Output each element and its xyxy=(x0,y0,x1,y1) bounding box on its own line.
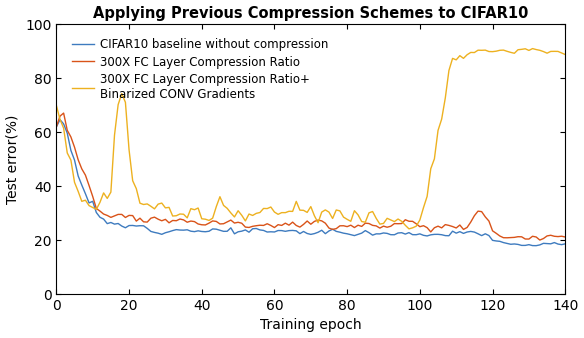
300X FC Layer Compression Ratio+
Binarized CONV Gradients xyxy=(57,117,64,121)
300X FC Layer Compression Ratio+
Binarized CONV Gradients xyxy=(489,50,496,54)
CIFAR10 baseline without compression xyxy=(53,125,60,129)
300X FC Layer Compression Ratio xyxy=(500,236,507,240)
CIFAR10 baseline without compression xyxy=(562,242,569,246)
300X FC Layer Compression Ratio+
Binarized CONV Gradients xyxy=(562,52,569,56)
CIFAR10 baseline without compression xyxy=(224,229,231,233)
Line: 300X FC Layer Compression Ratio: 300X FC Layer Compression Ratio xyxy=(56,113,565,240)
X-axis label: Training epoch: Training epoch xyxy=(260,318,361,333)
300X FC Layer Compression Ratio xyxy=(224,220,231,224)
CIFAR10 baseline without compression xyxy=(500,241,507,245)
Line: CIFAR10 baseline without compression: CIFAR10 baseline without compression xyxy=(56,120,565,246)
CIFAR10 baseline without compression xyxy=(86,201,93,205)
300X FC Layer Compression Ratio xyxy=(562,235,569,239)
Legend: CIFAR10 baseline without compression, 300X FC Layer Compression Ratio, 300X FC L: CIFAR10 baseline without compression, 30… xyxy=(72,39,328,101)
300X FC Layer Compression Ratio xyxy=(536,238,543,242)
300X FC Layer Compression Ratio xyxy=(57,114,64,118)
300X FC Layer Compression Ratio+
Binarized CONV Gradients xyxy=(500,48,507,52)
300X FC Layer Compression Ratio+
Binarized CONV Gradients xyxy=(82,198,89,202)
CIFAR10 baseline without compression xyxy=(60,122,67,126)
Title: Applying Previous Compression Schemes to CIFAR10: Applying Previous Compression Schemes to… xyxy=(93,5,529,21)
300X FC Layer Compression Ratio+
Binarized CONV Gradients xyxy=(544,51,551,55)
300X FC Layer Compression Ratio xyxy=(86,184,93,188)
300X FC Layer Compression Ratio xyxy=(489,229,496,233)
300X FC Layer Compression Ratio xyxy=(53,125,60,129)
CIFAR10 baseline without compression xyxy=(489,238,496,242)
300X FC Layer Compression Ratio+
Binarized CONV Gradients xyxy=(53,103,60,107)
300X FC Layer Compression Ratio+
Binarized CONV Gradients xyxy=(529,47,536,51)
CIFAR10 baseline without compression xyxy=(57,118,64,122)
CIFAR10 baseline without compression xyxy=(533,244,540,248)
CIFAR10 baseline without compression xyxy=(544,242,551,246)
300X FC Layer Compression Ratio+
Binarized CONV Gradients xyxy=(220,203,227,208)
300X FC Layer Compression Ratio+
Binarized CONV Gradients xyxy=(405,227,412,231)
Line: 300X FC Layer Compression Ratio+
Binarized CONV Gradients: 300X FC Layer Compression Ratio+ Binariz… xyxy=(56,49,565,229)
300X FC Layer Compression Ratio xyxy=(544,234,551,238)
Y-axis label: Test error(%): Test error(%) xyxy=(6,115,19,204)
300X FC Layer Compression Ratio xyxy=(60,111,67,115)
